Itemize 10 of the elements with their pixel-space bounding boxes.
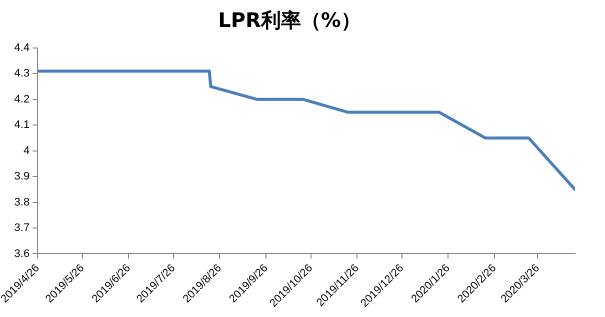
y-tick-label: 3.6 (14, 248, 30, 260)
y-tick-label: 4.3 (14, 68, 30, 80)
y-tick-label: 4 (23, 144, 30, 157)
y-tick-label: 4.4 (14, 42, 30, 54)
y-tick-label: 3.9 (14, 170, 30, 183)
y-tick-label: 3.8 (14, 196, 30, 208)
y-tick-label: 4.1 (14, 119, 30, 132)
chart-title: LPR利率（%） (218, 8, 361, 32)
y-tick-label: 3.7 (14, 222, 30, 234)
y-tick-label: 4.2 (14, 93, 30, 106)
